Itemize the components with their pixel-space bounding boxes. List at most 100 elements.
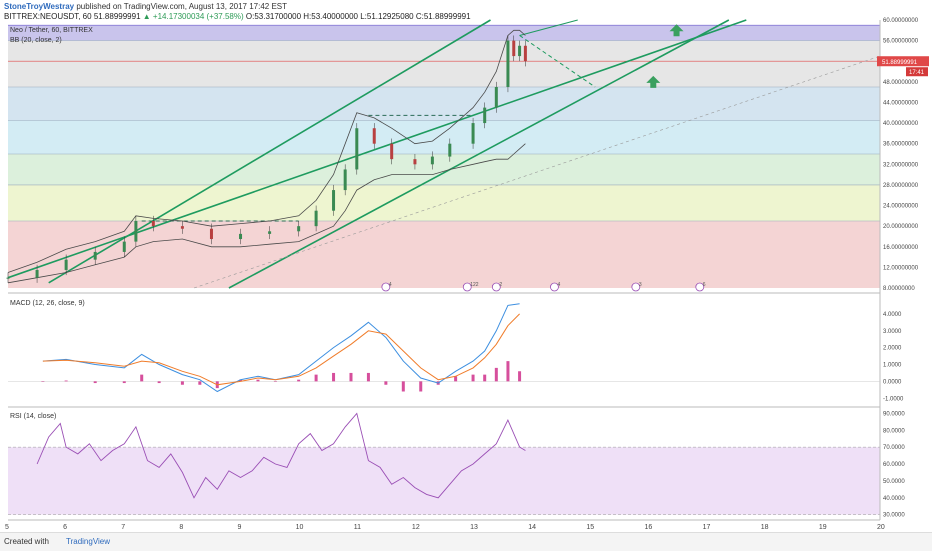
macd-histogram-bar [273, 381, 277, 382]
time-tick-label: 11 [354, 524, 361, 531]
price-pane-title: Neo / Tether, 60, BITTREX [10, 27, 93, 34]
macd-signal-line [42, 313, 520, 386]
macd-histogram-bar [332, 372, 336, 382]
rsi-line [36, 412, 526, 499]
candle-body [512, 40, 516, 57]
rsi-tick-label: 60.0000 [883, 462, 905, 468]
candle-body [268, 231, 272, 234]
macd-histogram-bar [506, 361, 510, 382]
candle-body [355, 128, 359, 170]
rsi-tick-label: 30.0000 [883, 513, 905, 519]
macd-histogram-bar [483, 374, 487, 382]
event-count-label: 3 [639, 282, 642, 288]
event-count-label: 122 [470, 282, 479, 288]
rsi-tick-label: 50.0000 [883, 479, 905, 485]
macd-pane-title: MACD (12, 26, close, 9) [10, 300, 85, 307]
time-tick-label: 18 [761, 524, 769, 531]
rsi-tick-label: 80.0000 [883, 428, 905, 434]
candle-body [430, 156, 434, 165]
event-count-label: 6 [703, 282, 706, 288]
macd-histogram-bar [297, 379, 301, 382]
candle-body [314, 210, 318, 227]
event-marker-icon [491, 282, 501, 292]
time-tick-label: 9 [238, 524, 242, 531]
footer-brand-link[interactable]: TradingView [66, 537, 111, 546]
candle-body [372, 128, 376, 144]
candle-body [239, 233, 243, 240]
channel-mid-line [7, 19, 747, 279]
fib-band [8, 25, 880, 41]
macd-tick-label: 1.0000 [883, 363, 902, 369]
event-marker-icon [550, 282, 559, 292]
candle-body [297, 226, 301, 232]
candle-body [523, 45, 527, 62]
up-arrow-icon [669, 24, 684, 37]
rsi-pane-title: RSI (14, close) [10, 413, 56, 420]
macd-histogram-bar [64, 380, 68, 382]
event-marker-icon [462, 282, 472, 292]
time-tick-label: 17 [703, 524, 711, 531]
rsi-tick-label: 90.0000 [883, 411, 905, 417]
time-badge-label: 17:41 [909, 70, 925, 76]
candle-body [506, 40, 510, 87]
trend-dashed-line [193, 55, 881, 289]
candle-body [151, 221, 155, 227]
time-tick-label: 14 [528, 524, 536, 531]
candle-body [390, 143, 394, 160]
price-tick-label: 36.00000000 [883, 142, 919, 148]
macd-histogram-bar [419, 381, 423, 392]
candle-body [6, 277, 10, 279]
author-link[interactable]: StoneTroyWestray [4, 2, 75, 11]
time-tick-label: 5 [5, 524, 9, 531]
macd-histogram-bar [198, 381, 202, 385]
candle-body [209, 228, 213, 240]
symbol-name: BITTREX:NEOUSDT, 60 [4, 12, 92, 21]
macd-histogram-bar [256, 379, 260, 382]
macd-tick-label: 4.0000 [883, 312, 902, 318]
price-tick-label: 32.00000000 [883, 162, 919, 168]
candle-body [483, 107, 487, 124]
macd-histogram-bar [93, 381, 97, 384]
macd-histogram-bar [384, 381, 388, 385]
up-arrow-icon [646, 75, 661, 88]
macd-histogram-bar [239, 379, 243, 382]
candle-body [35, 269, 39, 278]
fib-band [8, 154, 880, 185]
ohlc-values: O:53.31700000 H:53.40000000 L:51.1292508… [245, 12, 471, 21]
time-badge [906, 67, 928, 77]
publish-line: StoneTroyWestray published on TradingVie… [4, 2, 287, 11]
macd-histogram-bar [471, 374, 475, 382]
event-count-label: 4 [389, 282, 392, 288]
macd-histogram-bar [140, 374, 144, 382]
time-tick-label: 10 [296, 524, 304, 531]
candle-body [64, 259, 68, 270]
price-tick-label: 44.00000000 [883, 100, 919, 106]
fib-band [8, 221, 880, 288]
price-badge-label: 51.88999991 [882, 60, 918, 66]
time-tick-label: 15 [586, 524, 594, 531]
candle-body [343, 169, 347, 191]
candle-body [448, 143, 452, 157]
macd-histogram-bar [180, 381, 184, 385]
projection-dashed-line [519, 35, 596, 88]
fib-band [8, 184, 880, 221]
event-marker-icon [695, 282, 705, 292]
macd-histogram-bar [41, 381, 45, 382]
macd-tick-label: 3.0000 [883, 329, 902, 335]
time-tick-label: 20 [877, 524, 885, 531]
price-tick-label: 20.00000000 [883, 224, 919, 230]
price-tick-label: 48.00000000 [883, 80, 919, 86]
macd-tick-label: 0.0000 [883, 379, 902, 385]
price-tick-label: 40.00000000 [883, 121, 919, 127]
price-tick-label: 28.00000000 [883, 183, 919, 189]
bb-upper-band [7, 29, 526, 273]
price-tick-label: 24.00000000 [883, 204, 919, 210]
rsi-band [8, 447, 880, 515]
change-value: ▲ +14.17300034 (+37.58%) [142, 12, 244, 21]
macd-histogram-bar [157, 381, 161, 384]
macd-histogram-bar [494, 367, 498, 382]
candle-body [471, 123, 475, 144]
macd-histogram-bar [454, 376, 458, 382]
time-tick-label: 16 [644, 524, 652, 531]
